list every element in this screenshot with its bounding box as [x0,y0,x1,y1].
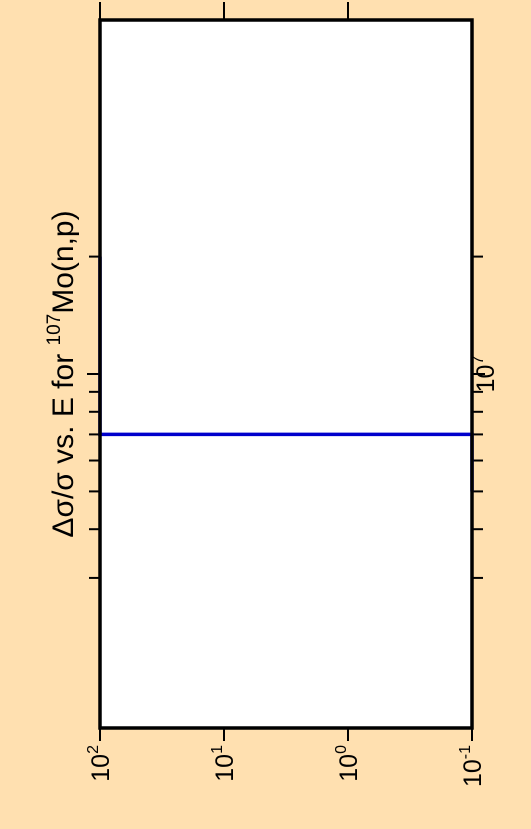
x-axis-tick-labels: 107 [470,356,500,393]
y-tick-exponent: 2 [85,745,102,754]
y-tick-base: 10 [335,754,363,782]
y-tick-exponent: 0 [333,745,350,754]
y-tick-label: 10-1 [457,745,487,787]
y-tick-exponent: -1 [457,745,474,759]
y-tick-label: 101 [209,745,239,782]
x-tick-exponent: 7 [470,356,487,365]
y-axis-ticks [99,2,473,741]
x-axis-ticks [87,255,485,579]
y-tick-base: 10 [211,754,239,782]
plot-frame [98,18,474,730]
x-tick-label: 107 [470,356,500,393]
y-tick-exponent: 1 [209,745,226,754]
title-isotope-mass: 107 [44,314,65,346]
x-tick-base: 10 [472,365,500,393]
y-tick-base: 10 [87,754,115,782]
y-tick-base: 10 [459,759,487,787]
plot-area [100,20,472,728]
title-reaction: Mo(n,p) [47,210,80,313]
y-tick-label: 100 [333,745,363,782]
title-prefix: Δσ/σ vs. E for [47,345,80,537]
y-tick-label: 102 [85,745,115,782]
chart-title: Δσ/σ vs. E for 107Mo(n,p) [44,210,80,537]
